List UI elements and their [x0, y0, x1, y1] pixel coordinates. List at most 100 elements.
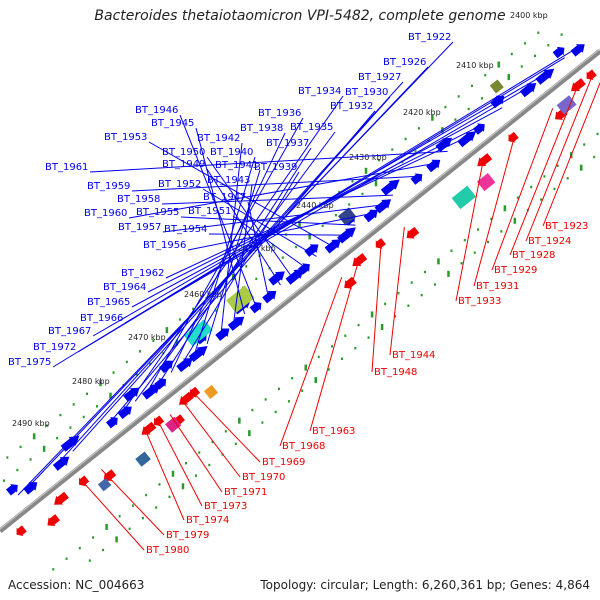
forward-gene-arrow — [123, 387, 140, 402]
reverse-label-leader — [279, 276, 343, 447]
forward-gene-label: BT_1926 — [383, 57, 426, 68]
scale-dot — [181, 483, 185, 490]
scale-dot — [78, 546, 81, 550]
scale-dots — [3, 31, 599, 571]
reverse-label-leader — [389, 226, 405, 356]
forward-gene-label: BT_1934 — [298, 86, 341, 97]
scale-dot — [264, 398, 267, 401]
genome-backbone — [0, 48, 600, 533]
scale-dot — [327, 368, 330, 371]
scale-dot — [3, 479, 6, 482]
scale-dot — [404, 137, 407, 141]
kbp-tick-label: 2470 kbp — [128, 333, 166, 342]
scale-dot — [152, 339, 155, 342]
kbp-tick-label: 2490 kbp — [12, 419, 50, 428]
scale-dot — [454, 118, 457, 121]
scale-dot — [105, 523, 108, 530]
forward-gene-label: BT_1959 — [87, 181, 130, 192]
forward-gene-arrow — [472, 123, 485, 135]
accession-label: Accession: NC_004663 — [8, 578, 145, 592]
scale-dot — [510, 52, 513, 56]
forward-gene-arrow — [410, 173, 423, 185]
scale-dot — [344, 334, 347, 337]
scale-dot — [125, 360, 128, 364]
scale-dot — [158, 483, 161, 486]
scale-dot — [59, 413, 62, 417]
scale-dot — [185, 461, 188, 465]
forward-gene-label: BT_1940 — [210, 147, 253, 158]
scale-dot — [410, 281, 413, 284]
scale-dot — [534, 54, 537, 58]
scale-dot — [141, 516, 144, 520]
scale-dot — [95, 405, 98, 408]
forward-label-leader — [111, 110, 376, 421]
scale-dot — [447, 270, 450, 277]
scale-dot — [378, 158, 381, 162]
genome-info-label: Topology: circular; Length: 6,260,361 bp… — [260, 578, 590, 592]
scale-dot — [374, 180, 378, 187]
reverse-gene-arrow — [153, 415, 165, 427]
scale-dot — [583, 143, 586, 146]
scale-dot — [72, 403, 75, 406]
scale-dot — [497, 61, 501, 68]
scale-dot — [579, 164, 583, 171]
feature-block-magenta — [165, 416, 182, 433]
forward-label-leader — [161, 194, 393, 205]
forward-gene-label: BT_1966 — [80, 313, 123, 324]
scale-dot — [175, 339, 179, 346]
forward-gene-label: BT_1972 — [33, 342, 76, 353]
reverse-gene-arrow — [570, 78, 586, 92]
scale-dot — [69, 426, 72, 429]
reverse-label-leader — [455, 164, 483, 302]
reverse-label-leader — [473, 139, 515, 287]
forward-gene-arrow — [188, 346, 208, 363]
forward-gene-arrow — [304, 244, 319, 257]
reverse-gene-label: BT_1928 — [512, 250, 555, 261]
reverse-label-leader — [158, 422, 203, 507]
reverse-gene-labels: BT_1923 BT_1924 BT_1928 BT_1929 BT_1931 BT_19… — [83, 76, 600, 556]
forward-gene-label: BT_1942 — [197, 133, 240, 144]
reverse-gene-label: BT_1933 — [458, 296, 501, 307]
reverse-gene-label: BT_1931 — [476, 281, 519, 292]
reverse-gene-arrow — [508, 131, 519, 143]
forward-label-leader — [195, 127, 246, 314]
scale-dot — [433, 283, 436, 286]
scale-dot — [255, 277, 258, 281]
reverse-gene-arrow — [352, 253, 368, 267]
reverse-gene-arrow — [79, 475, 90, 487]
scale-dot — [341, 357, 344, 361]
reverse-label-leader — [169, 414, 223, 493]
reverse-label-leader — [542, 81, 600, 227]
forward-gene-arrow — [176, 357, 193, 373]
scale-dot — [224, 430, 227, 433]
scale-dot — [215, 309, 218, 312]
reverse-gene-arrow — [375, 238, 386, 249]
kbp-tick-label: 2410 kbp — [456, 61, 494, 70]
forward-gene-arrow — [23, 482, 38, 495]
feature-block-pink — [476, 172, 496, 192]
forward-label-leader — [202, 188, 317, 257]
scale-dot — [480, 97, 483, 100]
scale-dot — [361, 192, 364, 196]
scale-dot — [556, 164, 559, 168]
forward-label-leader — [162, 204, 381, 233]
reverse-gene-label: BT_1923 — [545, 221, 588, 232]
scale-dot — [470, 84, 473, 88]
scale-dot — [547, 44, 550, 47]
scale-dot — [168, 495, 171, 499]
reverse-gene-arrow — [16, 525, 27, 537]
scale-dot — [334, 213, 337, 217]
scale-dot — [6, 456, 9, 459]
scale-dot — [414, 150, 417, 153]
forward-gene-label: BT_1930 — [345, 87, 388, 98]
forward-gene-label: BT_1949 — [162, 159, 205, 170]
feature-block-navy — [337, 207, 357, 226]
forward-gene-label: BT_1964 — [103, 282, 146, 293]
scale-dot — [427, 139, 430, 143]
reverse-gene-label: BT_1948 — [374, 367, 417, 378]
forward-label-leader — [134, 131, 336, 402]
forward-gene-arrow — [285, 268, 305, 285]
scale-dot — [281, 256, 284, 259]
reverse-gene-label: BT_1929 — [494, 265, 537, 276]
scale-dot — [407, 304, 410, 307]
